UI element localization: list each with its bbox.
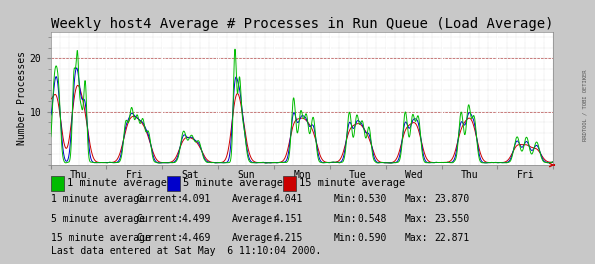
Text: 0.530: 0.530 xyxy=(357,194,386,204)
Text: 0.590: 0.590 xyxy=(357,233,386,243)
Text: 5 minute average: 5 minute average xyxy=(51,214,145,224)
Text: Current:: Current: xyxy=(137,194,184,204)
Text: 0.548: 0.548 xyxy=(357,214,386,224)
Text: 4.041: 4.041 xyxy=(274,194,303,204)
Text: 23.550: 23.550 xyxy=(434,214,469,224)
Text: 23.870: 23.870 xyxy=(434,194,469,204)
Title: Weekly host4 Average # Processes in Run Queue (Load Average): Weekly host4 Average # Processes in Run … xyxy=(51,17,553,31)
Text: 4.499: 4.499 xyxy=(181,214,211,224)
Text: Average:: Average: xyxy=(232,233,279,243)
Text: 15 minute average: 15 minute average xyxy=(299,178,405,188)
Text: Max:: Max: xyxy=(405,233,428,243)
Text: Max:: Max: xyxy=(405,194,428,204)
Text: 5 minute average: 5 minute average xyxy=(183,178,283,188)
Text: 4.215: 4.215 xyxy=(274,233,303,243)
Text: Min:: Min: xyxy=(333,194,356,204)
Text: 15 minute average: 15 minute average xyxy=(51,233,151,243)
Text: 4.091: 4.091 xyxy=(181,194,211,204)
Text: 4.151: 4.151 xyxy=(274,214,303,224)
Text: 4.469: 4.469 xyxy=(181,233,211,243)
Text: Average:: Average: xyxy=(232,214,279,224)
Text: Current:: Current: xyxy=(137,233,184,243)
Text: 22.871: 22.871 xyxy=(434,233,469,243)
Text: Last data entered at Sat May  6 11:10:04 2000.: Last data entered at Sat May 6 11:10:04 … xyxy=(51,246,321,256)
Text: Min:: Min: xyxy=(333,214,356,224)
Text: Current:: Current: xyxy=(137,214,184,224)
Text: Max:: Max: xyxy=(405,214,428,224)
Y-axis label: Number Processes: Number Processes xyxy=(17,51,27,145)
Text: 1 minute average: 1 minute average xyxy=(67,178,167,188)
Text: Min:: Min: xyxy=(333,233,356,243)
Text: 1 minute average: 1 minute average xyxy=(51,194,145,204)
Text: Average:: Average: xyxy=(232,194,279,204)
Text: RRDTOOL / TOBI OETIKER: RRDTOOL / TOBI OETIKER xyxy=(583,70,588,141)
